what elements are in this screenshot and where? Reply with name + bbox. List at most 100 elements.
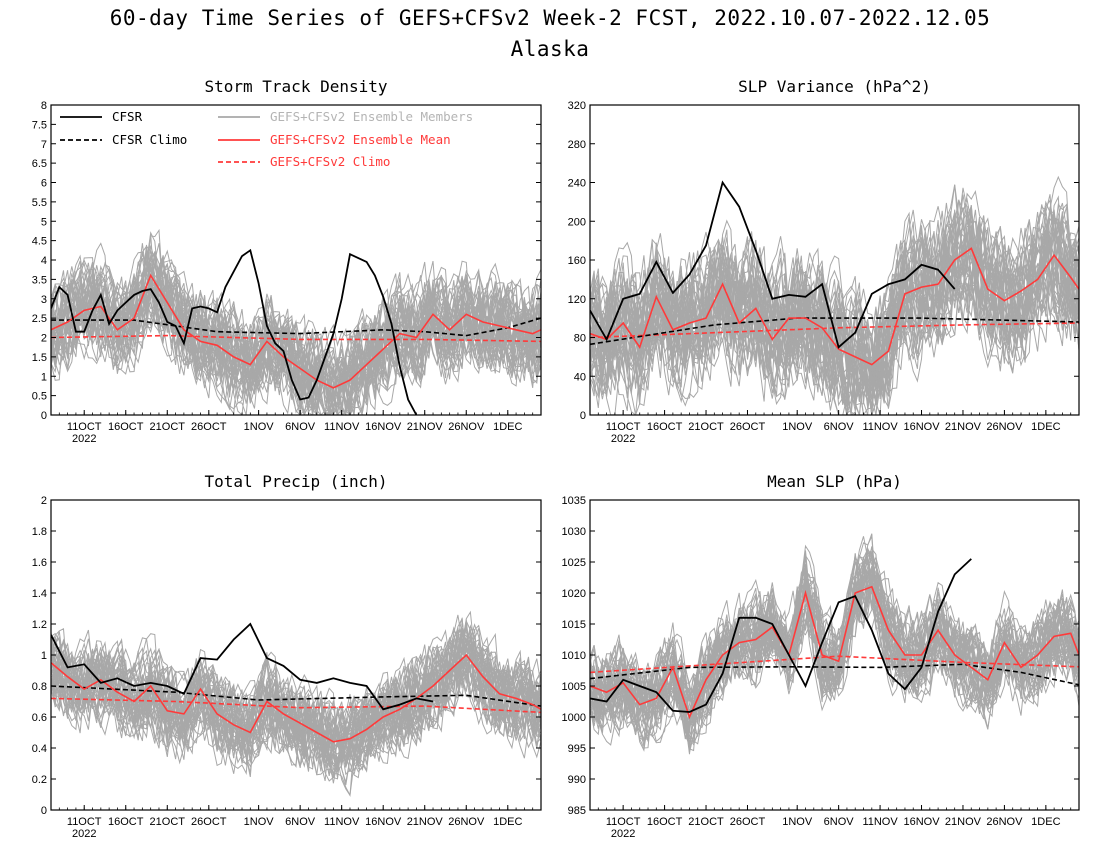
y-tick-label: 990 [568, 774, 586, 786]
x-tick-label: 26NOV [986, 421, 1023, 433]
y-tick-label: 0 [41, 805, 47, 817]
x-tick-label: 26NOV [448, 816, 485, 828]
y-tick-label: 1005 [562, 681, 586, 693]
x-tick-label: 21NOV [945, 421, 982, 433]
y-tick-label: 5 [41, 216, 47, 228]
ensemble-members [590, 175, 1079, 415]
y-tick-label: 1 [41, 371, 47, 383]
figure-title: 60-day Time Series of GEFS+CFSv2 Week-2 … [109, 6, 991, 30]
x-tick-label: 1DEC [1031, 816, 1060, 828]
x-year-label: 2022 [72, 828, 96, 840]
chart-panel: Total Precip (inch) 0 0.2 0.4 0.6 0.8 1 1.2 1.4 1… [32, 472, 542, 840]
y-tick-label: 1.5 [32, 352, 47, 364]
ensemble-member-line [51, 257, 541, 415]
y-tick-label: 4 [41, 255, 47, 267]
x-tick-label: 11OCT [67, 421, 102, 433]
panel-title: Storm Track Density [204, 77, 387, 96]
y-tick-label: 1 [41, 650, 47, 662]
ensemble-member-line [51, 624, 541, 769]
x-tick-label: 11NOV [324, 421, 360, 433]
ensemble-mean-line [590, 247, 1079, 366]
chart-panel: Storm Track Density 0 0.5 1 1.5 2 2.5 3 3.5 4 4.5 5… [32, 77, 542, 445]
legend-ensemble-members-label: GEFS+CFSv2 Ensemble Members [270, 109, 473, 124]
ensemble-member-line [51, 627, 541, 780]
y-tick-label: 1.6 [32, 557, 47, 569]
cfsr-line [51, 248, 418, 415]
y-tick-label: 160 [568, 255, 586, 267]
y-tick-label: 985 [568, 805, 586, 817]
gefs-climo-line [51, 334, 541, 343]
x-year-label: 2022 [611, 433, 635, 445]
legend-ensemble-mean-label: GEFS+CFSv2 Ensemble Mean [270, 132, 451, 147]
ensemble-members [51, 228, 541, 415]
y-tick-label: 7 [41, 139, 47, 151]
x-tick-label: 16NOV [365, 816, 402, 828]
ensemble-members [590, 533, 1079, 755]
x-tick-label: 26OCT [730, 421, 766, 433]
ensemble-member-line [590, 209, 1079, 415]
x-tick-label: 16OCT [108, 421, 144, 433]
x-tick-label: 11NOV [862, 421, 898, 433]
y-tick-label: 2 [41, 495, 47, 507]
cfsr-line [590, 180, 956, 349]
x-tick-label: 6NOV [824, 421, 855, 433]
x-tick-label: 21NOV [407, 421, 444, 433]
ensemble-member-line [51, 617, 541, 763]
x-tick-label: 16NOV [903, 816, 940, 828]
ensemble-member-line [51, 639, 541, 763]
x-tick-label: 1DEC [493, 816, 522, 828]
y-tick-label: 1000 [562, 712, 586, 724]
ensemble-member-line [51, 274, 541, 415]
x-tick-label: 21OCT [688, 816, 724, 828]
x-tick-label: 21NOV [945, 816, 982, 828]
x-year-label: 2022 [72, 433, 96, 445]
y-tick-label: 1010 [562, 650, 586, 662]
x-tick-label: 1NOV [244, 816, 275, 828]
x-tick-label: 11OCT [67, 816, 102, 828]
ensemble-member-line [51, 636, 541, 770]
x-tick-label: 26NOV [448, 421, 485, 433]
cfsr-line [51, 622, 434, 711]
panel-title: SLP Variance (hPa^2) [738, 77, 931, 96]
ensemble-mean-line [51, 653, 541, 743]
y-tick-label: 0.6 [32, 712, 47, 724]
y-tick-label: 7.5 [32, 119, 47, 131]
ensemble-member-line [590, 571, 1079, 729]
ensemble-member-line [51, 623, 541, 775]
chart-panel: Mean SLP (hPa) 985 990 995 1000 1005 1010 1015 1… [562, 472, 1080, 840]
x-tick-label: 21OCT [150, 816, 186, 828]
y-tick-label: 3 [41, 294, 47, 306]
y-tick-label: 995 [568, 743, 586, 755]
legend-cfsr-label: CFSR [112, 109, 143, 124]
y-tick-label: 0.4 [32, 743, 47, 755]
ensemble-member-line [590, 546, 1079, 730]
gefs-climo-line [590, 322, 1079, 339]
panel-title: Total Precip (inch) [204, 472, 387, 491]
ensemble-member-line [590, 175, 1079, 415]
y-tick-label: 80 [574, 333, 586, 345]
x-tick-label: 6NOV [285, 816, 316, 828]
x-tick-label: 1DEC [1031, 421, 1060, 433]
ensemble-member-line [590, 546, 1079, 749]
y-tick-label: 120 [568, 294, 586, 306]
x-tick-label: 1NOV [782, 816, 813, 828]
y-tick-label: 1025 [562, 557, 586, 569]
x-tick-label: 16NOV [365, 421, 402, 433]
y-tick-label: 0.8 [32, 681, 47, 693]
y-tick-label: 5.5 [32, 197, 47, 209]
y-tick-label: 0.2 [32, 774, 47, 786]
x-tick-label: 26OCT [191, 816, 227, 828]
cfsr-climo-line [51, 317, 541, 337]
x-tick-label: 21OCT [688, 421, 724, 433]
y-tick-label: 240 [568, 178, 586, 190]
y-tick-label: 320 [568, 100, 586, 112]
x-tick-label: 16OCT [108, 816, 144, 828]
ensemble-members [51, 610, 541, 797]
x-tick-label: 16OCT [647, 421, 683, 433]
y-tick-label: 280 [568, 139, 586, 151]
x-tick-label: 21NOV [407, 816, 444, 828]
x-tick-label: 11NOV [862, 816, 898, 828]
ensemble-member-line [590, 560, 1079, 738]
ensemble-member-line [51, 653, 541, 797]
x-tick-label: 26OCT [191, 421, 227, 433]
